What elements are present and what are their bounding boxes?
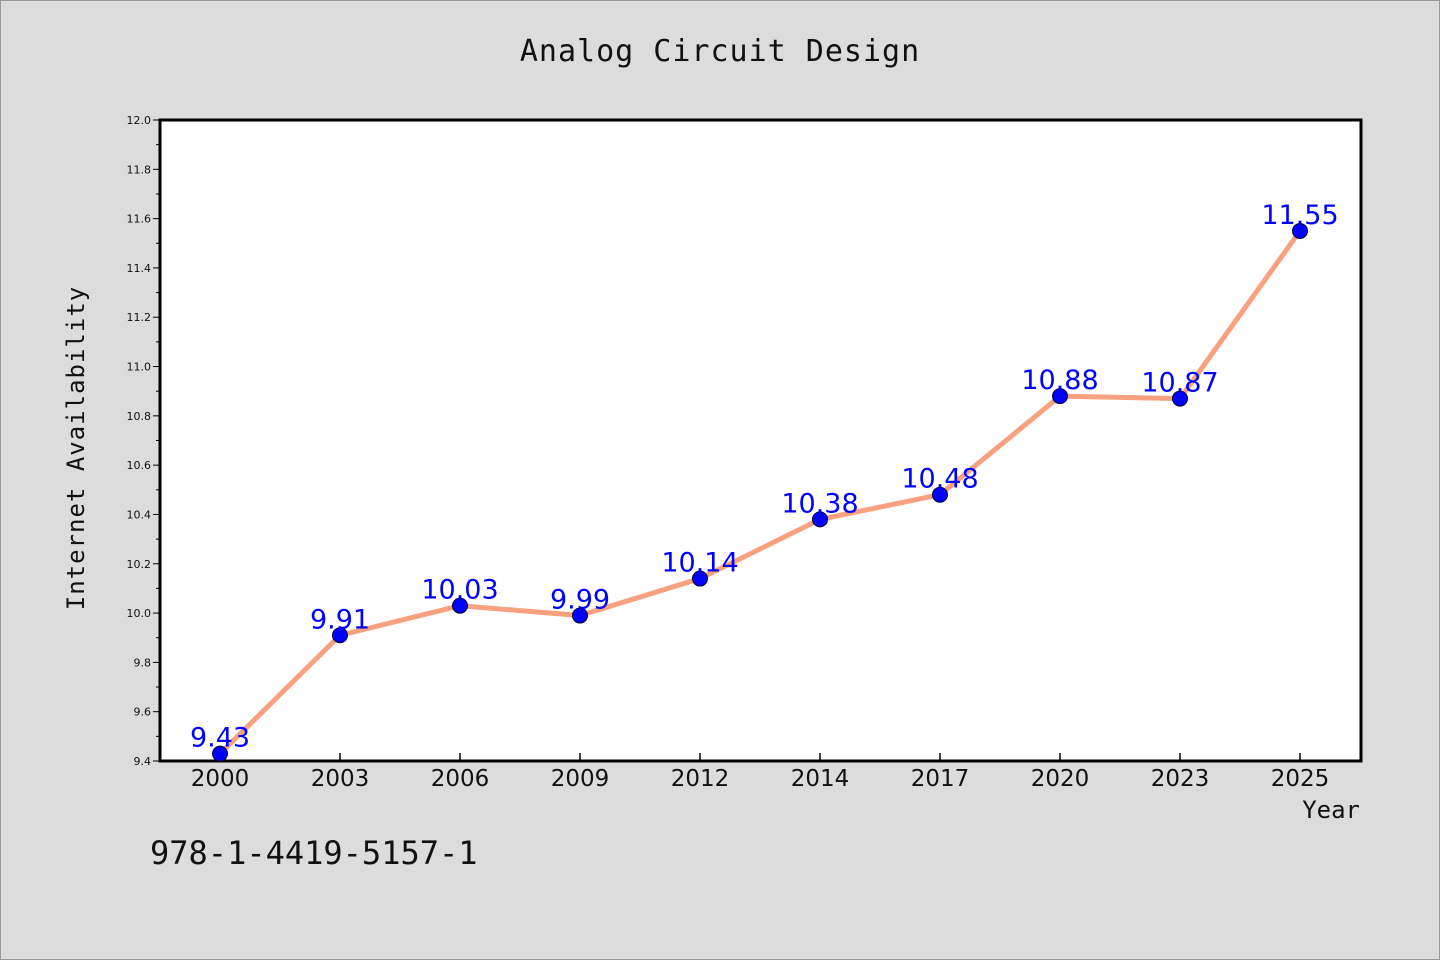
data-label: 9.99 [550,585,610,616]
y-tick-label: 11.6 [127,213,152,226]
y-tick-label: 11.8 [127,163,152,176]
data-label: 9.43 [190,723,250,754]
data-point-marker [1052,388,1068,405]
data-point-marker [212,745,228,762]
data-point-marker [692,570,708,587]
x-axis-ticks: 2000 2003 2006 2009 2012 2014 2017 2020 2023 2025 [191,753,1330,792]
y-tick-label: 10.2 [127,558,152,571]
x-tick-label: 2014 [791,766,850,792]
y-tick-label: 10.8 [127,410,152,423]
data-label: 10.14 [661,548,738,579]
data-label: 9.91 [310,604,370,635]
data-point-marker [932,486,948,503]
x-axis-label: Year [1302,796,1360,824]
x-tick-label: 2017 [911,766,970,792]
x-tick-label: 2025 [1271,766,1330,792]
data-label: 10.38 [781,488,858,519]
x-tick-label: 2020 [1031,766,1090,792]
chart-title: Analog Circuit Design [519,34,921,69]
data-point-marker [452,597,468,614]
y-tick-label: 12.0 [127,114,152,127]
data-label: 10.48 [901,464,978,495]
data-point-marker [572,607,588,624]
x-tick-label: 2006 [431,766,490,792]
data-point-marker [332,627,348,644]
x-tick-label: 2003 [311,766,370,792]
plot-area [158,118,1363,763]
data-label: 11.55 [1261,200,1338,231]
data-label: 10.88 [1021,365,1098,396]
series-line-group [218,229,1303,756]
data-point-marker [1172,390,1188,407]
y-tick-label: 11.0 [127,361,152,374]
x-tick-label: 2023 [1151,766,1210,792]
data-markers [212,222,1308,762]
y-tick-label: 9.4 [134,755,152,768]
y-tick-label: 9.8 [134,656,152,669]
x-tick-label: 2000 [191,766,250,792]
y-tick-label: 10.6 [127,459,152,472]
y-tick-label: 10.0 [127,607,152,620]
isbn-text: 978-1-4419-5157-1 [150,834,478,872]
series-line [218,229,1303,756]
data-labels: 9.43 9.91 10.03 9.99 10.14 10.38 10.48 10.88 10.… [190,200,1339,754]
data-label: 10.87 [1141,368,1218,399]
y-axis-ticks: 9.4 9.6 9.8 10.0 10.2 10.4 10.6 10.8 11.0 11.2 11.… [127,114,160,768]
y-tick-label: 11.4 [127,262,152,275]
x-tick-label: 2012 [671,766,730,792]
y-tick-label: 9.6 [134,706,152,719]
data-point-marker [812,511,828,528]
data-point-marker [1292,222,1308,239]
y-tick-label: 11.2 [127,311,152,324]
x-tick-label: 2009 [551,766,610,792]
y-tick-label: 10.4 [127,508,152,521]
data-label: 10.03 [421,575,498,606]
